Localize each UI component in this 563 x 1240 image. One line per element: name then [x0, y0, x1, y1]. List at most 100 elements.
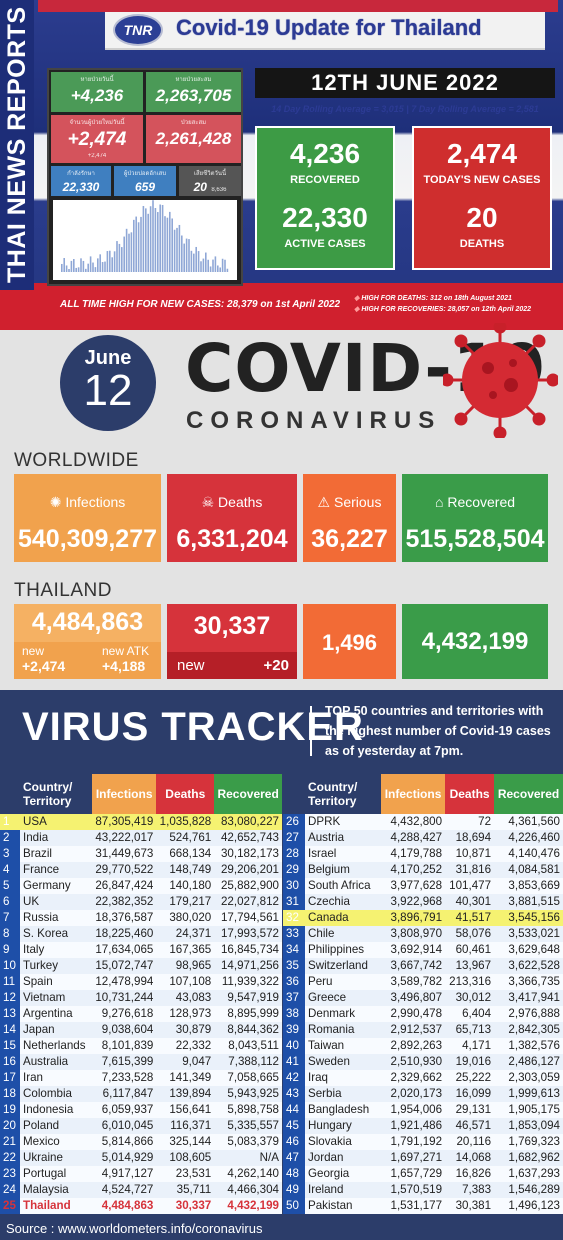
graph-bar	[106, 251, 109, 272]
country-cell: UK	[20, 894, 92, 910]
table-row: 20 Poland 6,010,045 116,371 5,335,557	[0, 1118, 282, 1134]
recovered-cell: 3,881,515	[494, 894, 563, 910]
table-row: 42 Iraq 2,329,662 25,222 2,303,059	[283, 1070, 563, 1086]
recovered-cell: 1,637,293	[494, 1166, 563, 1182]
rank-cell: 15	[0, 1038, 20, 1054]
table-row: 4 France 29,770,522 148,749 29,206,201	[0, 862, 282, 878]
infections-cell: 2,912,537	[381, 1022, 446, 1038]
deaths-cell: 213,316	[445, 974, 495, 990]
rank-cell: 14	[0, 1022, 20, 1038]
recovered-cell: 25,882,900	[214, 878, 282, 894]
graph-bar	[142, 205, 145, 272]
infections-cell: 1,570,519	[381, 1182, 446, 1198]
table-row: 32 Canada 3,896,791 41,517 3,545,156	[283, 910, 563, 926]
deaths-cell: 30,879	[156, 1022, 215, 1038]
graph-bar	[61, 263, 63, 272]
graph-bar	[154, 207, 157, 272]
graph-bar	[135, 216, 137, 272]
infections-cell: 5,014,929	[92, 1150, 157, 1166]
rank-cell: 5	[0, 878, 20, 894]
rank-cell: 37	[283, 990, 305, 1006]
graph-bar	[121, 247, 123, 272]
tnr-logo: TNR	[113, 14, 163, 46]
graph-bar	[181, 235, 183, 272]
graph-bar	[87, 263, 89, 272]
dash-tile-cases-total: ป่วยสะสม 2,261,428	[146, 115, 241, 163]
graph-bar	[89, 256, 92, 272]
table-row: 28 Israel 4,179,788 10,871 4,140,476	[283, 846, 563, 862]
table-row: 18 Colombia 6,117,847 139,894 5,943,925	[0, 1086, 282, 1102]
col-country: Country/ Territory	[305, 774, 381, 814]
recovered-cell: 1,546,289	[494, 1182, 563, 1198]
table-row: 33 Chile 3,808,970 58,076 3,533,021	[283, 926, 563, 942]
country-cell: Jordan	[305, 1150, 381, 1166]
rank-cell: 41	[283, 1054, 305, 1070]
graph-bar	[80, 258, 82, 272]
thailand-heading: THAILAND	[14, 580, 112, 601]
table-row: 50 Pakistan 1,531,177 30,381 1,496,123	[283, 1198, 563, 1214]
infections-cell: 4,524,727	[92, 1182, 157, 1198]
infections-cell: 2,892,263	[381, 1038, 446, 1054]
table-row: 39 Romania 2,912,537 65,713 2,842,305	[283, 1022, 563, 1038]
deaths-label: DEATHS	[459, 238, 505, 250]
deaths-cell: 24,371	[156, 926, 215, 942]
deaths-cell: 380,020	[156, 910, 215, 926]
graph-bar	[207, 259, 209, 272]
table-row: 49 Ireland 1,570,519 7,383 1,546,289	[283, 1182, 563, 1198]
recovered-cell: 1,769,323	[494, 1134, 563, 1150]
all-time-high: ALL TIME HIGH FOR NEW CASES: 28,379 on 1…	[60, 299, 341, 310]
col-deaths: Deaths	[156, 774, 215, 814]
graph-bar	[77, 267, 80, 272]
country-cell: Russia	[20, 910, 92, 926]
recovered-cell: 30,182,173	[214, 846, 282, 862]
rank-cell: 1	[0, 814, 20, 830]
rank-cell: 9	[0, 942, 20, 958]
new-cases-label: TODAY'S NEW CASES	[423, 174, 541, 186]
recovered-cell: N/A	[214, 1150, 282, 1166]
infections-cell: 10,731,244	[92, 990, 157, 1006]
graph-bar	[197, 251, 200, 272]
country-cell: Ireland	[305, 1182, 381, 1198]
high-recoveries: HIGH FOR RECOVERIES: 28,057 on 12th Apri…	[361, 306, 532, 313]
table-row: 1 USA 87,305,419 1,035,828 83,080,227	[0, 814, 282, 830]
table-row: 5 Germany 26,847,424 140,180 25,882,900	[0, 878, 282, 894]
deaths-cell: 14,068	[445, 1150, 495, 1166]
th-atk-value: +4,188	[102, 658, 146, 674]
rolling-average: 14 Day Rolling Average = 3,015 | 7 Day R…	[271, 104, 539, 114]
recovered-cell: 11,939,322	[214, 974, 282, 990]
col-recovered: Recovered	[494, 774, 563, 814]
rank-cell: 8	[0, 926, 20, 942]
rank-cell: 32	[283, 910, 305, 926]
recovered-cell: 83,080,227	[214, 814, 282, 830]
country-cell: USA	[20, 814, 92, 830]
recovered-cell: 8,043,511	[214, 1038, 282, 1054]
deaths-value: 20	[466, 202, 498, 233]
world-deaths-value: 6,331,204	[176, 525, 288, 553]
country-cell: Belgium	[305, 862, 381, 878]
rank-cell: 4	[0, 862, 20, 878]
rank-cell: 27	[283, 830, 305, 846]
country-cell: Peru	[305, 974, 381, 990]
recovered-cell: 5,083,379	[214, 1134, 282, 1150]
table-row: 12 Vietnam 10,731,244 43,083 9,547,919	[0, 990, 282, 1006]
recovered-cell: 14,971,256	[214, 958, 282, 974]
country-cell: Iraq	[305, 1070, 381, 1086]
country-cell: Slovakia	[305, 1134, 381, 1150]
infections-cell: 43,222,017	[92, 830, 157, 846]
country-cell: Chile	[305, 926, 381, 942]
recovered-cell: 4,262,140	[214, 1166, 282, 1182]
recovered-cell: 3,366,735	[494, 974, 563, 990]
world-serious-card: ⚠ Serious 36,227	[303, 474, 396, 562]
table-row: 9 Italy 17,634,065 167,365 16,845,734	[0, 942, 282, 958]
deaths-cell: 16,099	[445, 1086, 495, 1102]
rank-cell: 28	[283, 846, 305, 862]
graph-bar	[164, 216, 166, 272]
infections-cell: 2,020,173	[381, 1086, 446, 1102]
graph-bar	[161, 204, 164, 272]
recovered-cell: 7,388,112	[214, 1054, 282, 1070]
rank-cell: 44	[283, 1102, 305, 1118]
rank-cell: 24	[0, 1182, 20, 1198]
graph-bar	[173, 229, 176, 272]
rank-cell: 35	[283, 958, 305, 974]
rank-cell: 48	[283, 1166, 305, 1182]
